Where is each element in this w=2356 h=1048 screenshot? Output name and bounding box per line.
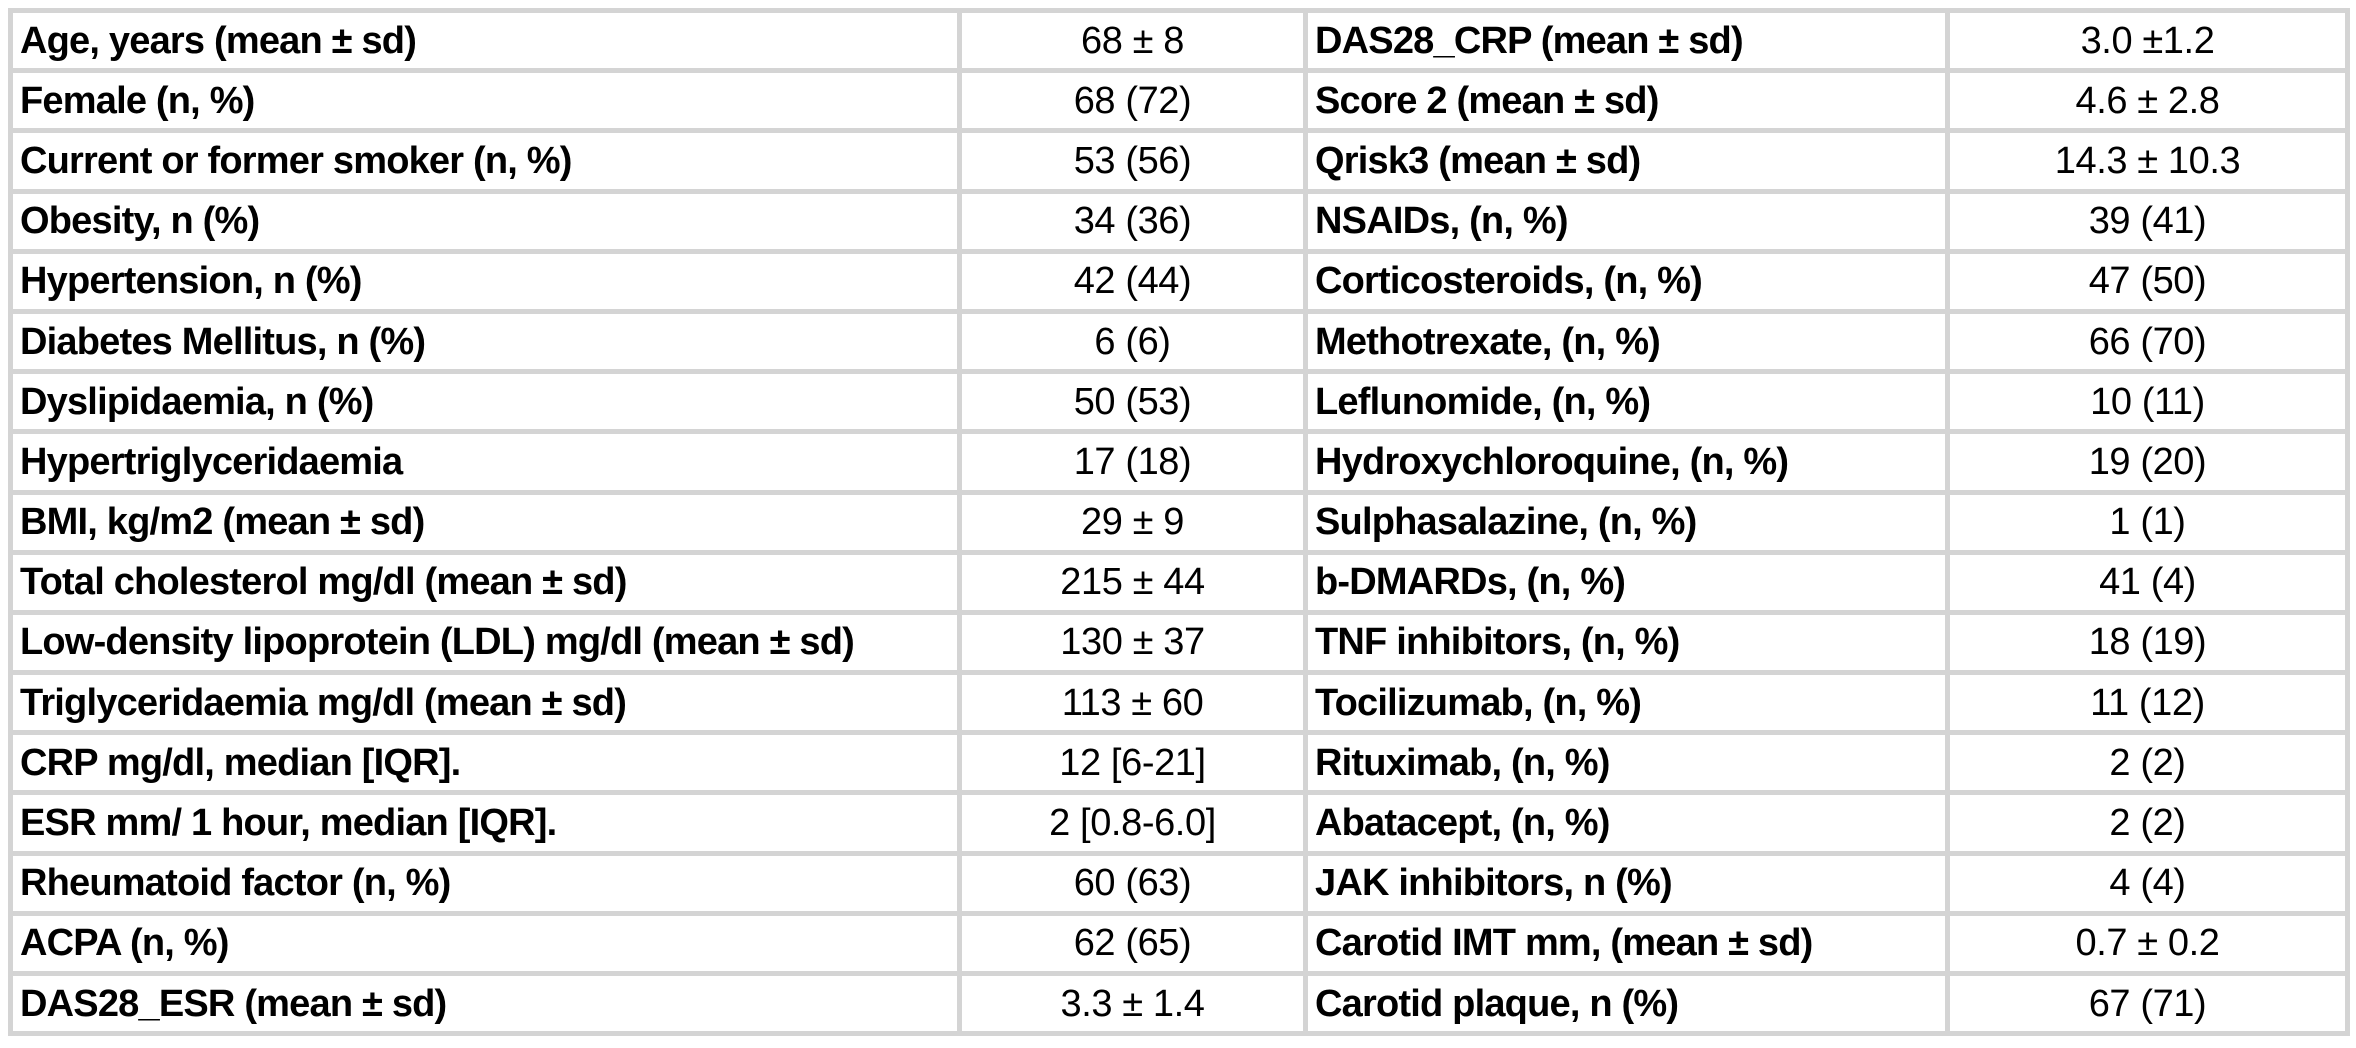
table-row: Obesity, n (%) 34 (36) NSAIDs, (n, %) 39… bbox=[8, 188, 2350, 254]
left-label-cell: Obesity, n (%) bbox=[8, 188, 962, 254]
left-label-cell: Low-density lipoprotein (LDL) mg/dl (mea… bbox=[8, 609, 962, 676]
right-value-cell: 2 (2) bbox=[1945, 790, 2350, 856]
table-row: Diabetes Mellitus, n (%) 6 (6) Methotrex… bbox=[8, 308, 2350, 375]
left-value-cell: 42 (44) bbox=[957, 248, 1308, 314]
table-row: ESR mm/ 1 hour, median [IQR]. 2 [0.8-6.0… bbox=[8, 790, 2350, 856]
patient-characteristics-table: Age, years (mean ± sd) 68 ± 8 DAS28_CRP … bbox=[8, 7, 2350, 1037]
right-value-cell: 14.3 ± 10.3 bbox=[1945, 128, 2350, 194]
table-row: Female (n, %) 68 (72) Score 2 (mean ± sd… bbox=[8, 68, 2350, 134]
right-label-cell: Leflunomide, (n, %) bbox=[1303, 369, 1950, 435]
right-label-cell: JAK inhibitors, n (%) bbox=[1303, 850, 1950, 916]
right-label-cell: TNF inhibitors, (n, %) bbox=[1303, 609, 1950, 676]
left-value-cell: 215 ± 44 bbox=[957, 549, 1308, 615]
left-value-cell: 62 (65) bbox=[957, 910, 1308, 977]
right-label-cell: Hydroxychloroquine, (n, %) bbox=[1303, 429, 1950, 495]
left-label-cell: Hypertension, n (%) bbox=[8, 248, 962, 314]
right-label-cell: Methotrexate, (n, %) bbox=[1303, 308, 1950, 375]
right-value-cell: 1 (1) bbox=[1945, 489, 2350, 555]
right-value-cell: 2 (2) bbox=[1945, 730, 2350, 796]
left-value-cell: 50 (53) bbox=[957, 369, 1308, 435]
right-label-cell: Score 2 (mean ± sd) bbox=[1303, 68, 1950, 134]
table-row: DAS28_ESR (mean ± sd) 3.3 ± 1.4 Carotid … bbox=[8, 970, 2350, 1037]
left-label-cell: Female (n, %) bbox=[8, 68, 962, 134]
right-value-cell: 3.0 ±1.2 bbox=[1945, 7, 2350, 74]
left-label-cell: Dyslipidaemia, n (%) bbox=[8, 369, 962, 435]
table-row: Hypertension, n (%) 42 (44) Corticostero… bbox=[8, 248, 2350, 314]
left-label-cell: Age, years (mean ± sd) bbox=[8, 7, 962, 74]
left-value-cell: 2 [0.8-6.0] bbox=[957, 790, 1308, 856]
left-value-cell: 68 (72) bbox=[957, 68, 1308, 134]
left-label-cell: BMI, kg/m2 (mean ± sd) bbox=[8, 489, 962, 555]
left-label-cell: DAS28_ESR (mean ± sd) bbox=[8, 970, 962, 1037]
right-value-cell: 47 (50) bbox=[1945, 248, 2350, 314]
right-label-cell: Rituximab, (n, %) bbox=[1303, 730, 1950, 796]
right-value-cell: 66 (70) bbox=[1945, 308, 2350, 375]
right-label-cell: Qrisk3 (mean ± sd) bbox=[1303, 128, 1950, 194]
table-row: Dyslipidaemia, n (%) 50 (53) Leflunomide… bbox=[8, 369, 2350, 435]
right-label-cell: DAS28_CRP (mean ± sd) bbox=[1303, 7, 1950, 74]
table-row: Age, years (mean ± sd) 68 ± 8 DAS28_CRP … bbox=[8, 7, 2350, 74]
left-value-cell: 68 ± 8 bbox=[957, 7, 1308, 74]
right-value-cell: 67 (71) bbox=[1945, 970, 2350, 1037]
left-value-cell: 12 [6-21] bbox=[957, 730, 1308, 796]
left-value-cell: 6 (6) bbox=[957, 308, 1308, 375]
right-value-cell: 18 (19) bbox=[1945, 609, 2350, 676]
left-label-cell: Hypertriglyceridaemia bbox=[8, 429, 962, 495]
table-row: CRP mg/dl, median [IQR]. 12 [6-21] Ritux… bbox=[8, 730, 2350, 796]
right-value-cell: 39 (41) bbox=[1945, 188, 2350, 254]
left-label-cell: Total cholesterol mg/dl (mean ± sd) bbox=[8, 549, 962, 615]
right-label-cell: Corticosteroids, (n, %) bbox=[1303, 248, 1950, 314]
right-value-cell: 10 (11) bbox=[1945, 369, 2350, 435]
right-value-cell: 0.7 ± 0.2 bbox=[1945, 910, 2350, 977]
right-label-cell: Tocilizumab, (n, %) bbox=[1303, 670, 1950, 736]
table-row: Current or former smoker (n, %) 53 (56) … bbox=[8, 128, 2350, 194]
left-value-cell: 53 (56) bbox=[957, 128, 1308, 194]
right-label-cell: NSAIDs, (n, %) bbox=[1303, 188, 1950, 254]
left-label-cell: Diabetes Mellitus, n (%) bbox=[8, 308, 962, 375]
right-value-cell: 19 (20) bbox=[1945, 429, 2350, 495]
left-label-cell: ACPA (n, %) bbox=[8, 910, 962, 977]
left-label-cell: Current or former smoker (n, %) bbox=[8, 128, 962, 194]
table-row: ACPA (n, %) 62 (65) Carotid IMT mm, (mea… bbox=[8, 910, 2350, 977]
right-label-cell: Carotid IMT mm, (mean ± sd) bbox=[1303, 910, 1950, 977]
right-value-cell: 41 (4) bbox=[1945, 549, 2350, 615]
table-row: Low-density lipoprotein (LDL) mg/dl (mea… bbox=[8, 609, 2350, 676]
right-label-cell: Abatacept, (n, %) bbox=[1303, 790, 1950, 856]
right-value-cell: 11 (12) bbox=[1945, 670, 2350, 736]
left-value-cell: 29 ± 9 bbox=[957, 489, 1308, 555]
left-label-cell: ESR mm/ 1 hour, median [IQR]. bbox=[8, 790, 962, 856]
right-label-cell: Sulphasalazine, (n, %) bbox=[1303, 489, 1950, 555]
left-value-cell: 130 ± 37 bbox=[957, 609, 1308, 676]
left-value-cell: 60 (63) bbox=[957, 850, 1308, 916]
left-label-cell: Rheumatoid factor (n, %) bbox=[8, 850, 962, 916]
left-value-cell: 17 (18) bbox=[957, 429, 1308, 495]
left-value-cell: 34 (36) bbox=[957, 188, 1308, 254]
right-value-cell: 4.6 ± 2.8 bbox=[1945, 68, 2350, 134]
left-label-cell: CRP mg/dl, median [IQR]. bbox=[8, 730, 962, 796]
table-row: Triglyceridaemia mg/dl (mean ± sd) 113 ±… bbox=[8, 670, 2350, 736]
table-row: Rheumatoid factor (n, %) 60 (63) JAK inh… bbox=[8, 850, 2350, 916]
table-row: Hypertriglyceridaemia 17 (18) Hydroxychl… bbox=[8, 429, 2350, 495]
left-label-cell: Triglyceridaemia mg/dl (mean ± sd) bbox=[8, 670, 962, 736]
left-value-cell: 3.3 ± 1.4 bbox=[957, 970, 1308, 1037]
right-label-cell: Carotid plaque, n (%) bbox=[1303, 970, 1950, 1037]
table-row: Total cholesterol mg/dl (mean ± sd) 215 … bbox=[8, 549, 2350, 615]
left-value-cell: 113 ± 60 bbox=[957, 670, 1308, 736]
table-row: BMI, kg/m2 (mean ± sd) 29 ± 9 Sulphasala… bbox=[8, 489, 2350, 555]
right-label-cell: b-DMARDs, (n, %) bbox=[1303, 549, 1950, 615]
right-value-cell: 4 (4) bbox=[1945, 850, 2350, 916]
